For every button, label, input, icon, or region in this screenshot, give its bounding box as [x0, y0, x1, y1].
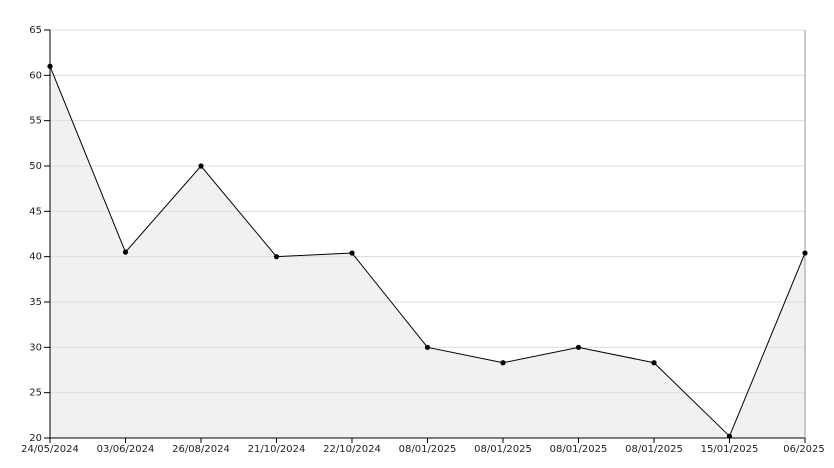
y-tick-label: 60 [29, 70, 42, 81]
y-tick-label: 45 [29, 206, 42, 217]
marker [349, 250, 355, 256]
x-tick-label: 21/10/2024 [248, 444, 306, 455]
x-tick-label: 08/01/2025 [625, 444, 683, 455]
marker [273, 254, 280, 260]
marker [122, 249, 129, 255]
x-tick-label: 22/10/2024 [323, 444, 381, 455]
x-tick-label: 08/01/2025 [550, 444, 608, 455]
y-tick-label: 20 [29, 433, 42, 444]
y-tick-label: 55 [29, 116, 42, 127]
x-tick-label: 06/2025 [783, 444, 825, 455]
area [50, 66, 805, 439]
y-tick-label: 40 [29, 252, 42, 263]
marker [802, 250, 808, 256]
x-tick-label: 03/06/2024 [97, 444, 155, 455]
marker [726, 433, 733, 439]
y-tick-label: 35 [29, 297, 42, 308]
x-tick-label: 08/01/2025 [399, 444, 457, 455]
marker [47, 63, 53, 69]
marker [198, 163, 204, 169]
x-tick-label: 08/01/2025 [474, 444, 532, 455]
y-tick-label: 50 [29, 161, 42, 172]
y-tick-label: 25 [29, 388, 42, 399]
x-tick-label: 24/05/2024 [21, 444, 79, 455]
marker [651, 360, 657, 366]
x-tick-label: 26/08/2024 [172, 444, 230, 455]
x-tick-label: 15/01/2025 [701, 444, 759, 455]
y-tick-label: 30 [29, 342, 42, 353]
marker [424, 344, 431, 350]
marker [575, 344, 582, 350]
marker [500, 360, 506, 366]
y-tick-label: 65 [29, 25, 42, 36]
